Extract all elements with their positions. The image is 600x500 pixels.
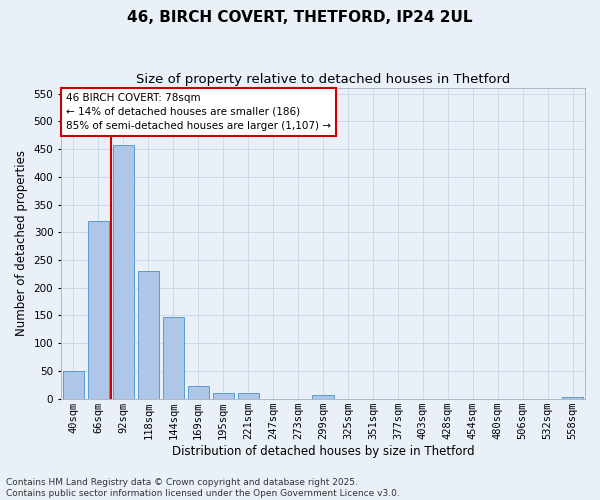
Text: 46, BIRCH COVERT, THETFORD, IP24 2UL: 46, BIRCH COVERT, THETFORD, IP24 2UL (127, 10, 473, 25)
Bar (113, 145, 134, 399)
Text: 46 BIRCH COVERT: 78sqm
← 14% of detached houses are smaller (186)
85% of semi-de: 46 BIRCH COVERT: 78sqm ← 14% of detached… (66, 92, 331, 130)
Bar (212, 393, 234, 398)
Text: Contains HM Land Registry data © Crown copyright and database right 2025.
Contai: Contains HM Land Registry data © Crown c… (6, 478, 400, 498)
Bar (238, 393, 259, 398)
Bar (88, 221, 109, 398)
Title: Size of property relative to detached houses in Thetford: Size of property relative to detached ho… (136, 72, 510, 86)
X-axis label: Distribution of detached houses by size in Thetford: Distribution of detached houses by size … (172, 444, 474, 458)
Y-axis label: Number of detached properties: Number of detached properties (15, 150, 28, 336)
Bar (313, 396, 334, 398)
Bar (562, 397, 583, 398)
Bar (163, 316, 184, 398)
Bar (137, 271, 159, 398)
Bar (188, 386, 209, 398)
Bar (63, 371, 84, 398)
